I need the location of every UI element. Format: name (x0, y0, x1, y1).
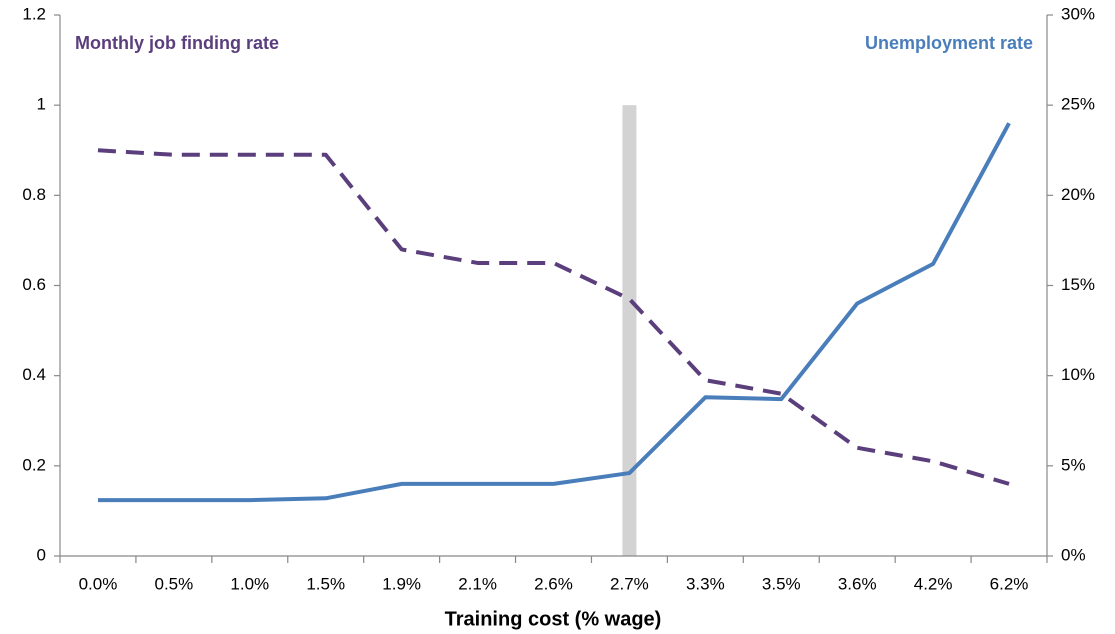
y2-tick-label: 25% (1061, 95, 1095, 114)
y2-tick-label: 30% (1061, 4, 1095, 23)
y-tick-label: 0.2 (22, 455, 46, 474)
y2-tick-label: 15% (1061, 275, 1095, 294)
x-tick-label: 4.2% (914, 574, 953, 593)
x-tick-label: 0.5% (155, 574, 194, 593)
x-tick-label: 3.3% (686, 574, 725, 593)
x-tick-label: 3.6% (838, 574, 877, 593)
x-tick-label: 1.5% (306, 574, 345, 593)
x-tick-label: 3.5% (762, 574, 801, 593)
y-tick-label: 0.4 (22, 365, 46, 384)
x-tick-label: 1.9% (382, 574, 421, 593)
y-tick-label: 0 (37, 545, 46, 564)
y2-tick-label: 5% (1061, 455, 1086, 474)
y-tick-label: 0.8 (22, 185, 46, 204)
x-tick-label: 6.2% (990, 574, 1029, 593)
legend-label: Unemployment rate (865, 33, 1033, 53)
y-tick-label: 1.2 (22, 4, 46, 23)
y-tick-label: 1 (37, 95, 46, 114)
highlight-band (622, 105, 637, 557)
y2-tick-label: 10% (1061, 365, 1095, 384)
x-tick-label: 2.7% (610, 574, 649, 593)
y-tick-label: 0.6 (22, 275, 46, 294)
y2-tick-label: 0% (1061, 545, 1086, 564)
x-tick-label: 2.1% (458, 574, 497, 593)
x-tick-label: 1.0% (230, 574, 269, 593)
x-tick-label: 2.6% (534, 574, 573, 593)
series-line (97, 148, 1010, 486)
legend-label: Monthly job finding rate (75, 33, 279, 53)
series-line (97, 122, 1011, 503)
x-tick-label: 0.0% (79, 574, 118, 593)
y2-tick-label: 20% (1061, 185, 1095, 204)
x-axis-title: Training cost (% wage) (445, 608, 662, 630)
